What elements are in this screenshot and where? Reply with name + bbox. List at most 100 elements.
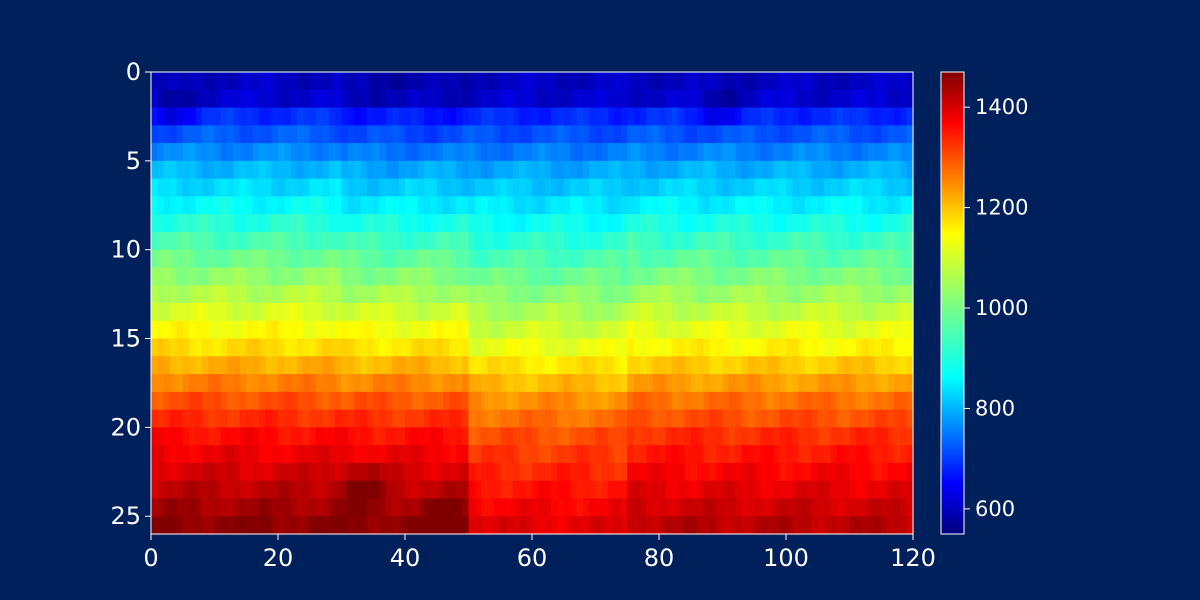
heatmap-cell — [893, 516, 901, 535]
heatmap-cell — [170, 214, 177, 233]
heatmap-cell — [779, 89, 787, 109]
heatmap-cell — [195, 445, 203, 464]
heatmap-cell — [811, 125, 819, 144]
heatmap-cell — [601, 89, 609, 109]
heatmap-cell — [278, 303, 285, 322]
heatmap-cell — [163, 462, 171, 482]
heatmap-cell — [322, 320, 330, 340]
heatmap-cell — [341, 356, 349, 375]
heatmap-cell — [220, 356, 228, 375]
heatmap-cell — [151, 427, 158, 446]
heatmap-cell — [290, 125, 298, 144]
heatmap-cell — [874, 445, 882, 464]
heatmap-cell — [347, 391, 355, 411]
heatmap-cell — [735, 516, 743, 535]
heatmap-cell — [766, 72, 774, 91]
heatmap-cell — [703, 178, 711, 197]
heatmap-cell — [354, 409, 362, 428]
heatmap-cell — [690, 249, 698, 269]
heatmap-cell — [373, 160, 381, 180]
heatmap-cell — [328, 462, 336, 482]
heatmap-cell — [893, 356, 901, 375]
heatmap-cell — [582, 320, 590, 340]
heatmap-cell — [811, 231, 819, 251]
heatmap-cell — [157, 231, 165, 251]
heatmap-cell — [684, 409, 692, 428]
heatmap-cell — [570, 285, 578, 304]
heatmap-cell — [728, 267, 736, 286]
heatmap-cell — [747, 356, 755, 375]
heatmap-cell — [576, 249, 584, 269]
heatmap-cell — [709, 214, 717, 233]
heatmap-cell — [836, 480, 844, 500]
heatmap-cell — [462, 143, 470, 162]
heatmap-cell — [614, 338, 622, 357]
heatmap-cell — [601, 303, 609, 322]
heatmap-cell — [525, 409, 533, 428]
heatmap-cell — [233, 516, 241, 535]
heatmap-cell — [633, 249, 641, 269]
heatmap-cell — [665, 374, 673, 393]
heatmap-cell — [887, 427, 895, 446]
heatmap-cell — [481, 391, 489, 411]
heatmap-cell — [824, 160, 832, 180]
heatmap-cell — [830, 160, 838, 180]
heatmap-cell — [532, 320, 539, 340]
heatmap-cell — [773, 249, 781, 269]
heatmap-cell — [805, 409, 812, 428]
heatmap-cell — [576, 178, 584, 197]
heatmap-cell — [766, 178, 774, 197]
heatmap-cell — [366, 125, 374, 144]
heatmap-cell — [576, 303, 584, 322]
heatmap-cell — [385, 231, 393, 251]
heatmap-cell — [309, 338, 317, 357]
heatmap-cell — [303, 462, 311, 482]
heatmap-cell — [906, 391, 914, 411]
heatmap-cell — [690, 480, 698, 500]
heatmap-cell — [417, 267, 425, 286]
heatmap-cell — [741, 72, 749, 91]
heatmap-cell — [347, 374, 355, 393]
heatmap-cell — [443, 303, 451, 322]
heatmap-cell — [678, 125, 685, 144]
heatmap-cell — [233, 338, 241, 357]
heatmap-cell — [741, 89, 749, 109]
heatmap-cell — [722, 107, 730, 126]
heatmap-cell — [519, 320, 527, 340]
heatmap-cell — [512, 249, 520, 269]
heatmap-cell — [163, 409, 171, 428]
heatmap-cell — [252, 285, 260, 304]
heatmap-cell — [379, 231, 387, 251]
heatmap-cell — [392, 516, 400, 535]
heatmap-cell — [271, 427, 279, 446]
heatmap-cell — [779, 320, 787, 340]
heatmap-cell — [754, 89, 762, 109]
heatmap-cell — [227, 356, 235, 375]
heatmap-cell — [278, 160, 285, 180]
heatmap-cell — [366, 409, 374, 428]
heatmap-cell — [805, 107, 812, 126]
heatmap-cell — [614, 445, 622, 464]
heatmap-cell — [151, 445, 158, 464]
heatmap-cell — [652, 196, 660, 215]
heatmap-cell — [405, 196, 412, 215]
heatmap-cell — [633, 445, 641, 464]
heatmap-cell — [659, 285, 666, 304]
heatmap-cell — [157, 125, 165, 144]
heatmap-cell — [481, 143, 489, 162]
heatmap-cell — [309, 231, 317, 251]
heatmap-cell — [366, 72, 374, 91]
heatmap-cell — [836, 516, 844, 535]
heatmap-cell — [487, 409, 495, 428]
heatmap-cell — [582, 462, 590, 482]
x-tick-label: 0 — [143, 544, 158, 572]
heatmap-cell — [633, 356, 641, 375]
heatmap-cell — [893, 178, 901, 197]
heatmap-cell — [601, 178, 609, 197]
heatmap-cell — [449, 267, 457, 286]
heatmap-cell — [366, 267, 374, 286]
heatmap-cell — [532, 391, 539, 411]
heatmap-cell — [366, 338, 374, 357]
heatmap-cell — [170, 267, 177, 286]
